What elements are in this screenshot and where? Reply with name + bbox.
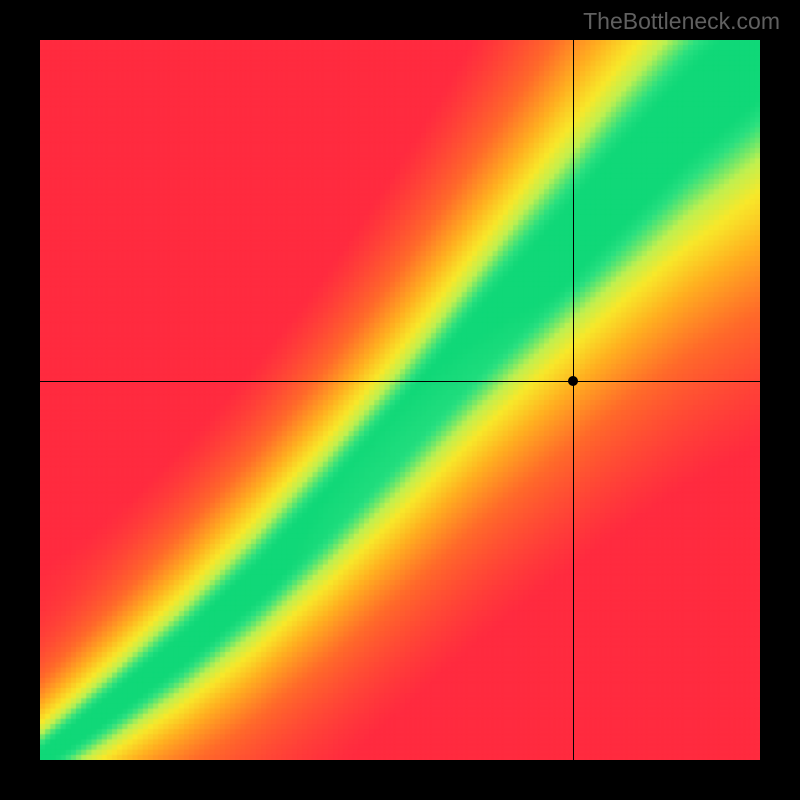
- heatmap-plot: [40, 40, 760, 760]
- crosshair-vertical: [573, 40, 574, 760]
- crosshair-marker: [568, 376, 578, 386]
- attribution-text: TheBottleneck.com: [583, 8, 780, 35]
- crosshair-horizontal: [40, 381, 760, 382]
- heatmap-canvas: [40, 40, 760, 760]
